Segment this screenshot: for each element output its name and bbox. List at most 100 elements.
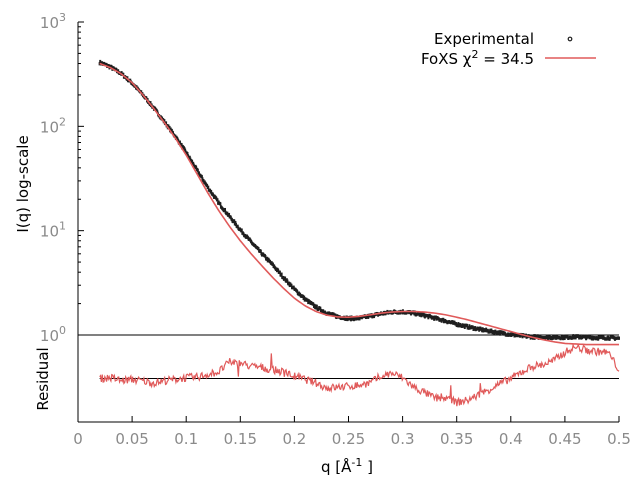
foxs-fit-line	[99, 62, 619, 346]
experimental-point	[608, 337, 611, 341]
experimental-point	[489, 330, 492, 334]
experimental-point	[178, 140, 181, 144]
residual-line	[99, 342, 620, 407]
experimental-point	[498, 330, 501, 334]
experimental-point	[284, 276, 287, 280]
experimental-point	[266, 259, 269, 263]
experimental-point	[314, 306, 317, 310]
experimental-point	[486, 328, 489, 333]
experimental-point	[170, 128, 173, 133]
legend-foxs-prefix: FoXS χ	[421, 50, 472, 68]
experimental-point	[277, 268, 280, 272]
x-tick-label: 0.4	[499, 430, 523, 448]
residual-y-axis-label: Residual	[34, 347, 52, 410]
experimental-point	[303, 295, 306, 299]
experimental-point	[186, 151, 189, 156]
experimental-point	[478, 328, 481, 332]
experimental-point	[572, 334, 575, 338]
legend-foxs-suffix: = 34.5	[478, 50, 534, 68]
experimental-point	[427, 316, 430, 320]
experimental-point	[434, 315, 437, 319]
x-tick-label: 0.35	[440, 430, 473, 448]
experimental-point	[195, 165, 198, 169]
experimental-point	[234, 222, 237, 227]
experimental-point	[99, 59, 102, 64]
experimental-point	[174, 134, 177, 138]
experimental-point	[319, 306, 322, 310]
experimental-point	[413, 312, 416, 316]
y-tick-label: 100	[40, 324, 66, 345]
experimental-point	[275, 267, 278, 271]
experimental-point	[228, 212, 231, 217]
experimental-point	[184, 148, 187, 152]
experimental-point	[307, 300, 310, 305]
x-tick-label: 0.45	[548, 430, 581, 448]
legend: Experimental FoXS χ2 = 34.5	[421, 30, 596, 68]
experimental-point	[202, 179, 205, 183]
experimental-point	[122, 72, 125, 76]
experimental-point	[278, 270, 281, 274]
experimental-point	[240, 228, 243, 232]
x-axis-label-sup: -1	[351, 456, 362, 469]
experimental-point	[373, 314, 376, 319]
experimental-point	[115, 67, 118, 72]
experimental-point	[481, 327, 484, 331]
experimental-point	[463, 325, 466, 330]
experimental-point	[168, 125, 171, 130]
experimental-point	[180, 143, 183, 147]
experimental-point	[471, 325, 474, 329]
experimental-point	[169, 127, 172, 131]
experimental-point	[426, 314, 429, 318]
experimental-point	[349, 318, 352, 322]
intensity-series	[98, 59, 620, 346]
experimental-point	[117, 69, 120, 73]
experimental-point	[585, 336, 588, 340]
experimental-point	[353, 317, 356, 321]
experimental-point	[264, 255, 267, 259]
experimental-point	[216, 198, 219, 202]
experimental-point	[344, 317, 347, 321]
x-tick-label: 0.05	[115, 430, 148, 448]
experimental-point	[206, 183, 209, 188]
x-tick-label: 0.15	[224, 430, 257, 448]
residual-panel: 0 0.05 0.1 0.15 0.2 0.25 0.3 0.35 0.4 0.45 0.5 Res…	[34, 335, 631, 448]
y-tick-label: 103	[40, 11, 66, 32]
experimental-point	[546, 334, 549, 339]
experimental-point	[334, 313, 337, 317]
experimental-point	[312, 302, 315, 306]
x-tick-label: 0.5	[607, 430, 631, 448]
experimental-point	[105, 62, 108, 67]
experimental-point	[271, 262, 274, 266]
experimental-point	[618, 336, 620, 340]
experimental-point	[498, 332, 501, 336]
intensity-panel: 100 101 102 103 I(q) log-scale	[14, 11, 620, 346]
x-tick-label: 0	[73, 430, 83, 448]
x-axis-label: q [Å-1 ]	[321, 456, 373, 476]
legend-foxs-sup: 2	[471, 48, 478, 61]
experimental-point	[552, 336, 555, 340]
experimental-point	[177, 139, 180, 143]
experimental-point	[259, 249, 262, 253]
y-tick-label: 101	[40, 220, 66, 241]
experimental-point	[201, 177, 204, 181]
experimental-point	[229, 215, 232, 219]
experimental-point	[561, 336, 564, 341]
experimental-point	[497, 332, 500, 336]
experimental-point	[355, 317, 358, 321]
experimental-point	[539, 335, 542, 339]
experimental-point	[433, 317, 436, 321]
experimental-point	[466, 323, 469, 327]
x-axis-label-end: ]	[362, 458, 373, 476]
experimental-point	[533, 334, 536, 338]
experimental-point	[358, 317, 361, 321]
y-tick-label: 102	[40, 115, 66, 136]
experimental-point	[149, 101, 152, 105]
experimental-point	[537, 334, 540, 338]
experimental-point	[296, 289, 299, 294]
experimental-point	[208, 188, 211, 192]
intensity-axis-ticks: 100 101 102 103	[40, 11, 619, 345]
experimental-point	[257, 247, 260, 251]
experimental-point	[212, 193, 215, 198]
x-tick-label: 0.25	[332, 430, 365, 448]
experimental-point	[561, 335, 564, 339]
